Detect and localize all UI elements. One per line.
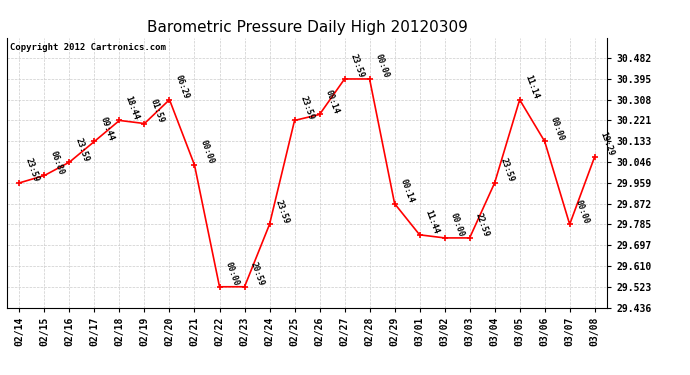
Text: 00:00: 00:00 [574,198,591,225]
Text: 18:44: 18:44 [124,94,141,121]
Text: 01:59: 01:59 [148,98,166,124]
Text: 23:59: 23:59 [23,157,41,183]
Text: 23:59: 23:59 [348,53,366,80]
Text: 06:80: 06:80 [48,150,66,176]
Text: 00:00: 00:00 [374,53,391,80]
Text: 00:00: 00:00 [549,116,566,142]
Text: 23:59: 23:59 [499,157,516,183]
Text: 09:44: 09:44 [99,116,116,142]
Text: 00:00: 00:00 [448,212,466,238]
Text: 23:59: 23:59 [274,198,290,225]
Text: 00:00: 00:00 [224,261,241,287]
Text: 11:14: 11:14 [524,74,541,100]
Text: 00:14: 00:14 [399,178,416,204]
Title: Barometric Pressure Daily High 20120309: Barometric Pressure Daily High 20120309 [146,20,468,35]
Text: Copyright 2012 Cartronics.com: Copyright 2012 Cartronics.com [10,43,166,52]
Text: 22:59: 22:59 [474,212,491,238]
Text: 00:00: 00:00 [199,139,216,166]
Text: 00:14: 00:14 [324,88,341,115]
Text: 20:59: 20:59 [248,261,266,287]
Text: 11:44: 11:44 [424,209,441,236]
Text: 23:59: 23:59 [299,94,316,121]
Text: 19:29: 19:29 [599,131,616,157]
Text: 06:29: 06:29 [174,74,190,100]
Text: 23:59: 23:59 [74,136,90,163]
